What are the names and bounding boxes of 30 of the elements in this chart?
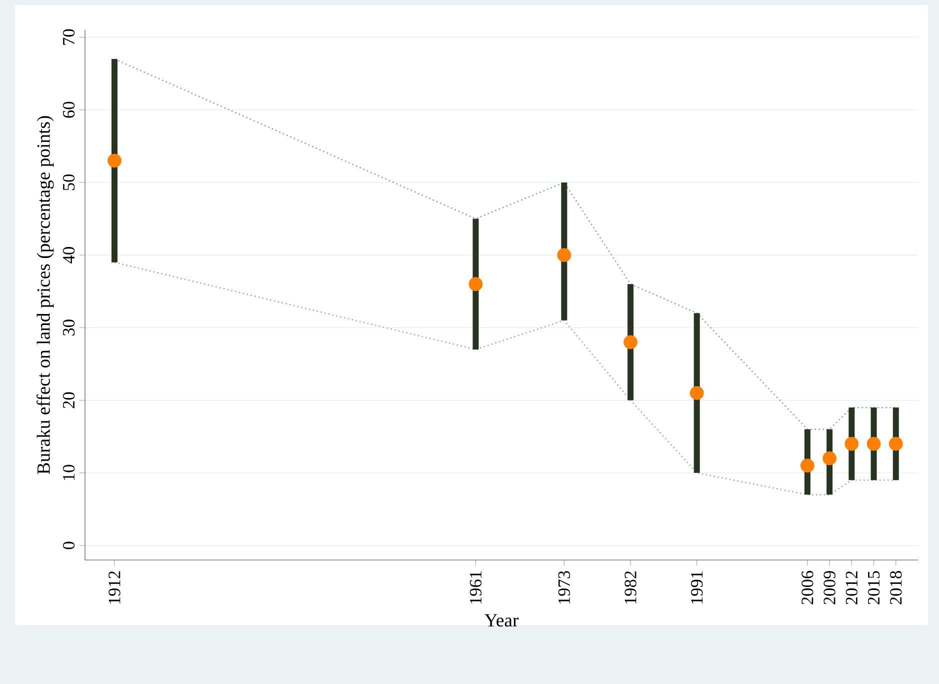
x-tick-label: 1982: [624, 571, 636, 604]
y-tick-label: 20: [62, 392, 75, 408]
point: [557, 248, 572, 262]
point: [822, 451, 836, 466]
point: [468, 277, 483, 292]
point: [690, 386, 704, 400]
x-tick-label: 2018: [890, 571, 902, 604]
y-tick-label: 0: [62, 542, 75, 550]
x-tick-label: 2006: [802, 570, 814, 604]
point: [888, 436, 903, 451]
point: [844, 436, 859, 451]
x-tick-label: 2009: [824, 571, 836, 604]
point: [624, 335, 638, 350]
x-tick-label: 1912: [108, 571, 120, 604]
point: [800, 458, 814, 473]
point: [866, 436, 881, 451]
y-tick-label: 40: [62, 247, 75, 264]
y-tick-label: 10: [62, 464, 75, 480]
y-tick-label: 30: [62, 320, 75, 336]
x-axis-title: Year: [484, 614, 519, 627]
x-tick-label: 1991: [691, 571, 703, 604]
y-tick-label: 50: [62, 174, 75, 190]
y-tick-label: 70: [62, 29, 75, 45]
y-tick-label: 60: [62, 102, 75, 118]
point: [108, 154, 122, 168]
x-tick-label: 2015: [868, 571, 880, 604]
y-axis-title: Buraku effect on land prices (percentage points): [36, 116, 54, 474]
x-tick-label: 1961: [470, 571, 482, 604]
x-tick-label: 2012: [846, 571, 858, 604]
x-tick-label: 1973: [558, 571, 570, 604]
